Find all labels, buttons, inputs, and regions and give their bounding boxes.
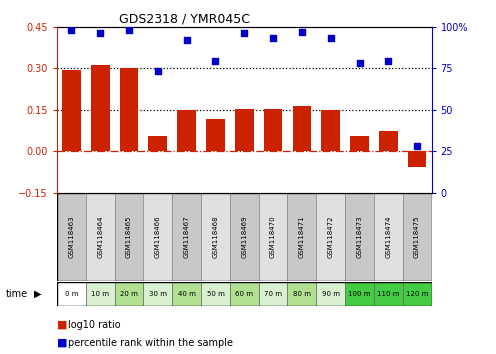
Bar — [230, 282, 259, 306]
Bar — [177, 110, 196, 152]
Bar — [143, 193, 172, 281]
Point — [269, 35, 277, 41]
Point — [298, 29, 306, 34]
Text: GSM118464: GSM118464 — [97, 216, 103, 258]
Bar — [316, 193, 345, 281]
Bar — [235, 109, 253, 152]
Text: GSM118463: GSM118463 — [68, 216, 74, 258]
Bar — [259, 282, 288, 306]
Bar — [206, 119, 225, 152]
Text: GSM118466: GSM118466 — [155, 216, 161, 258]
Point — [125, 27, 133, 33]
Text: 120 m: 120 m — [406, 291, 429, 297]
Bar — [172, 193, 201, 281]
Text: 90 m: 90 m — [322, 291, 340, 297]
Bar — [259, 193, 288, 281]
Bar — [57, 282, 86, 306]
Bar — [115, 193, 143, 281]
Text: GSM118473: GSM118473 — [357, 216, 363, 258]
Text: GSM118467: GSM118467 — [184, 216, 189, 258]
Bar — [403, 282, 432, 306]
Text: log10 ratio: log10 ratio — [68, 320, 121, 330]
Bar — [86, 193, 115, 281]
Bar — [345, 193, 374, 281]
Text: 50 m: 50 m — [206, 291, 224, 297]
Text: ■: ■ — [57, 338, 67, 348]
Text: GSM118465: GSM118465 — [126, 216, 132, 258]
Point — [211, 59, 219, 64]
Text: 30 m: 30 m — [149, 291, 167, 297]
Text: ■: ■ — [57, 320, 67, 330]
Bar — [264, 109, 282, 152]
Point — [96, 30, 104, 36]
Bar — [201, 282, 230, 306]
Bar — [321, 110, 340, 152]
Bar — [374, 193, 403, 281]
Bar — [408, 152, 427, 167]
Text: GSM118475: GSM118475 — [414, 216, 420, 258]
Text: GSM118471: GSM118471 — [299, 216, 305, 258]
Text: 0 m: 0 m — [64, 291, 78, 297]
Bar — [345, 282, 374, 306]
Text: percentile rank within the sample: percentile rank within the sample — [68, 338, 234, 348]
Bar — [293, 107, 311, 152]
Text: 20 m: 20 m — [120, 291, 138, 297]
Bar — [403, 193, 432, 281]
Text: time: time — [6, 289, 28, 299]
Text: GSM118472: GSM118472 — [328, 216, 334, 258]
Text: 110 m: 110 m — [377, 291, 400, 297]
Bar — [143, 282, 172, 306]
Point — [327, 35, 335, 41]
Text: GSM118468: GSM118468 — [212, 216, 218, 258]
Text: ▶: ▶ — [34, 289, 41, 299]
Bar — [316, 282, 345, 306]
Text: 100 m: 100 m — [348, 291, 371, 297]
Bar — [201, 193, 230, 281]
Point — [240, 30, 248, 36]
Point — [413, 143, 421, 149]
Text: 40 m: 40 m — [178, 291, 195, 297]
Bar — [350, 136, 369, 152]
Bar — [120, 68, 138, 152]
Point — [384, 59, 392, 64]
Text: 60 m: 60 m — [235, 291, 253, 297]
Bar — [115, 282, 143, 306]
Bar — [288, 193, 316, 281]
Text: 70 m: 70 m — [264, 291, 282, 297]
Bar — [379, 131, 398, 152]
Bar — [172, 282, 201, 306]
Bar — [148, 136, 167, 152]
Text: GSM118469: GSM118469 — [241, 216, 248, 258]
Bar — [57, 193, 86, 281]
Point — [67, 27, 75, 33]
Bar — [288, 282, 316, 306]
Point — [356, 60, 364, 66]
Text: 80 m: 80 m — [293, 291, 311, 297]
Text: GSM118474: GSM118474 — [385, 216, 391, 258]
Bar — [86, 282, 115, 306]
Text: 10 m: 10 m — [91, 291, 109, 297]
Bar — [230, 193, 259, 281]
Point — [183, 37, 190, 43]
Bar — [91, 65, 110, 152]
Bar — [62, 69, 81, 152]
Point — [154, 69, 162, 74]
Text: GSM118470: GSM118470 — [270, 216, 276, 258]
Bar — [374, 282, 403, 306]
Text: GDS2318 / YMR045C: GDS2318 / YMR045C — [119, 12, 250, 25]
